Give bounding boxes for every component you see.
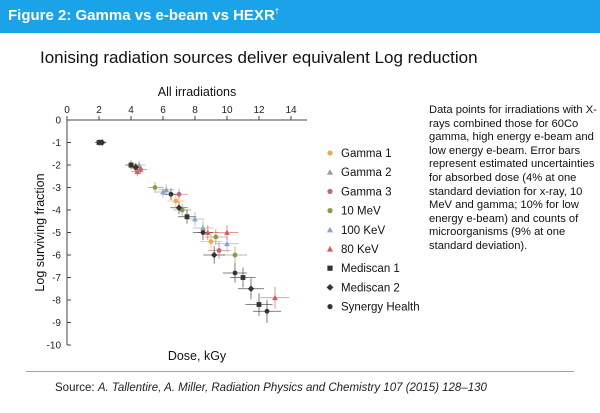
x-tick-label: 6 <box>160 105 166 116</box>
y-tick-label: -4 <box>52 206 61 217</box>
x-tick-label: 4 <box>128 105 134 116</box>
legend-label: Mediscan 1 <box>341 263 400 275</box>
source-line: Source: A. Tallentire, A. Miller, Radiat… <box>55 382 487 394</box>
legend-label: Gamma 3 <box>341 186 392 198</box>
legend-marker <box>327 188 333 194</box>
data-point <box>256 302 262 307</box>
legend-label: 10 MeV <box>341 206 381 218</box>
note-text: Data points for irradiations with X-rays… <box>429 104 597 252</box>
data-point <box>224 240 230 247</box>
chart-title: All irradiations <box>158 85 237 99</box>
divider <box>26 371 574 372</box>
data-point <box>232 252 238 258</box>
main-heading: Ionising radiation sources deliver equiv… <box>40 48 478 67</box>
data-point <box>208 239 214 244</box>
data-point <box>173 198 179 204</box>
data-point <box>128 162 134 168</box>
legend-marker <box>326 226 334 233</box>
legend-marker <box>326 245 334 252</box>
data-point <box>138 167 144 172</box>
x-tick-label: 10 <box>221 105 233 116</box>
data-point <box>247 285 255 292</box>
y-tick-label: -6 <box>52 251 61 262</box>
axes-group: 0 2 4 6 8 10 12 14 0 -1 -2 -3 -4 -5 -6 -7 -8 -9 -10 <box>47 105 307 352</box>
title-footnote-mark: † <box>274 7 280 16</box>
legend-label: Gamma 2 <box>341 167 392 179</box>
legend-marker <box>327 208 333 214</box>
data-point <box>175 204 183 211</box>
y-tick-label: -3 <box>52 183 61 194</box>
figure-title: Figure 2: Gamma vs e-beam vs HEXR† <box>8 7 279 24</box>
data-point <box>272 294 278 301</box>
legend-label: Synergy Health <box>341 302 420 314</box>
legend-marker <box>326 284 334 291</box>
data-point <box>184 214 190 220</box>
y-tick-label: -1 <box>52 138 61 149</box>
error-bars-group <box>95 139 290 323</box>
data-point <box>200 225 206 231</box>
data-point <box>176 191 182 197</box>
y-tick-label: 0 <box>55 116 61 127</box>
x-tick-label: 12 <box>253 105 265 116</box>
labels-group: All irradiations Dose, kGy Log surviving f… <box>33 85 236 363</box>
y-tick-label: -9 <box>52 318 61 329</box>
y-axis-label: Log surviving fraction <box>33 173 47 291</box>
data-point <box>99 139 106 146</box>
data-point <box>232 270 238 276</box>
x-tick-label: 8 <box>192 105 198 116</box>
data-point <box>163 186 170 193</box>
source-citation: A. Tallentire, A. Miller, Radiation Phys… <box>97 382 487 394</box>
figure-header: Figure 2: Gamma vs e-beam vs HEXR† <box>0 0 600 33</box>
data-point <box>168 191 174 197</box>
x-tick-label: 2 <box>96 105 102 116</box>
legend-marker <box>327 304 333 310</box>
data-point <box>213 234 219 240</box>
data-point <box>216 248 222 253</box>
figure-title-text: Figure 2: Gamma vs e-beam vs HEXR <box>8 7 275 24</box>
data-point <box>134 168 141 175</box>
data-point <box>240 275 246 280</box>
data-point <box>211 251 218 259</box>
data-point <box>132 164 139 171</box>
data-point <box>160 189 166 195</box>
data-point <box>152 185 158 190</box>
legend-marker <box>327 150 333 156</box>
y-tick-label: -5 <box>52 228 61 239</box>
data-point <box>192 216 198 222</box>
legend-label: 100 KeV <box>341 225 385 237</box>
data-point <box>200 230 206 235</box>
y-tick-label: -2 <box>52 161 61 172</box>
y-tick-label: -8 <box>52 296 61 307</box>
x-tick-label: 0 <box>64 105 70 116</box>
data-point <box>204 229 211 235</box>
x-axis-label: Dose, kGy <box>168 349 227 363</box>
y-tick-label: -10 <box>47 341 62 352</box>
source-prefix: Source: <box>55 382 98 394</box>
legend-marker <box>327 265 333 271</box>
x-tick-label: 14 <box>285 105 297 116</box>
legend-label: 80 KeV <box>341 244 379 256</box>
y-tick-label: -7 <box>52 273 61 284</box>
points-group <box>96 139 278 314</box>
data-point <box>264 308 270 314</box>
legend-label: Mediscan 2 <box>341 282 400 294</box>
legend-label: Gamma 1 <box>341 148 392 160</box>
legend-group: Gamma 1 Gamma 2 Gamma 3 10 MeV 100 KeV 80 KeV… <box>326 148 420 314</box>
data-point <box>224 229 230 235</box>
legend-marker <box>326 169 334 175</box>
